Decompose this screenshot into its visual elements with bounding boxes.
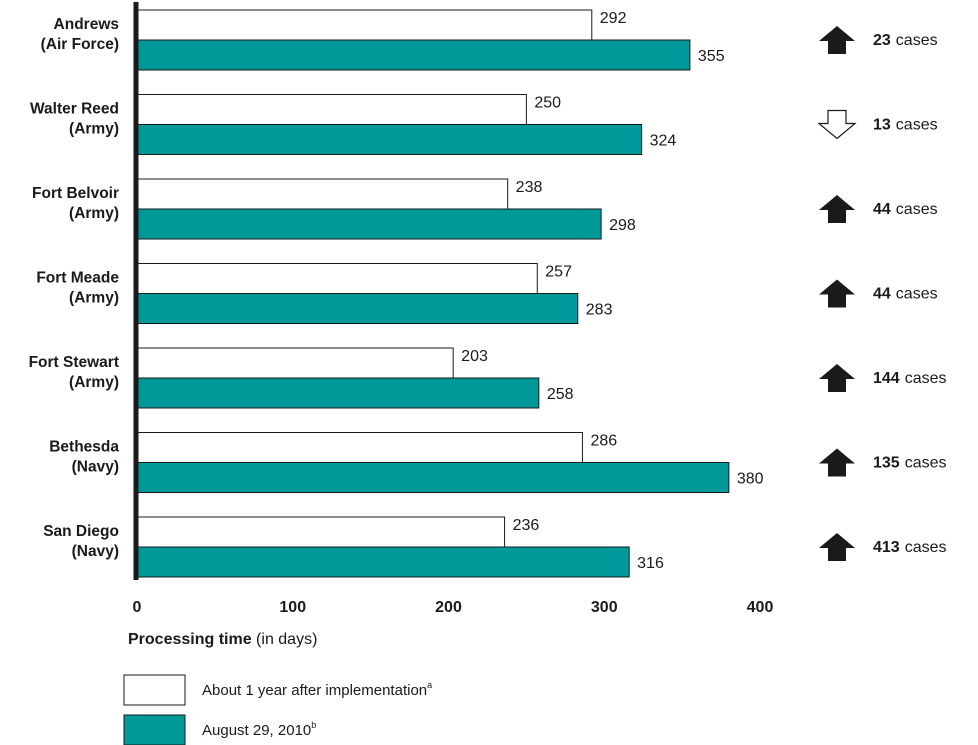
bar-value-label: 283: [586, 302, 613, 319]
category-label-line: Andrews: [54, 16, 119, 33]
category-label-line: Fort Stewart: [29, 354, 119, 371]
up-arrow-icon: [819, 279, 855, 308]
case-change-label: 135 cases: [873, 455, 947, 472]
bar-before: [136, 178, 509, 210]
bar-before: [136, 263, 538, 294]
bar-before: [136, 347, 454, 379]
case-change-label: 44 cases: [873, 201, 938, 218]
category-label-line: Bethesda: [49, 439, 119, 456]
case-change-unit: cases: [896, 201, 938, 218]
bar-value-label: 380: [737, 471, 764, 488]
bar-value-label: 257: [545, 264, 572, 281]
case-change-count: 413: [873, 539, 900, 556]
x-tick-label: 400: [747, 599, 774, 616]
down-arrow-icon: [817, 109, 857, 140]
category-label-line: (Army): [69, 205, 119, 222]
legend-footnote-marker: a: [427, 680, 432, 690]
category-label-line: (Air Force): [41, 36, 119, 53]
bar-value-label: 236: [513, 517, 540, 534]
x-tick-label: 0: [133, 599, 142, 616]
case-change-count: 44: [873, 201, 891, 218]
bar-after: [136, 39, 691, 71]
legend: About 1 year after implementationa August…: [123, 674, 432, 745]
category-label: Fort Belvoir (Army): [32, 185, 119, 222]
bar-value-label: 258: [547, 386, 574, 403]
bar-before: [136, 432, 583, 463]
x-axis-title: Processing time (in days): [128, 631, 317, 648]
case-change-count: 13: [873, 117, 891, 134]
bar-value-label: 316: [637, 555, 664, 572]
bars-group: 292 355 250 324 238 298 257 283 203 258 286 380 236 3…: [136, 9, 764, 578]
category-label-line: Fort Meade: [36, 270, 119, 287]
legend-label: August 29, 2010b: [202, 720, 316, 739]
bar-after: [136, 293, 579, 324]
bar-value-label: 355: [698, 48, 725, 65]
category-labels: Andrews (Air Force)Walter Reed (Army)Fort …: [29, 16, 120, 560]
up-arrow-icon: [819, 533, 855, 561]
bar-value-label: 250: [534, 95, 561, 112]
case-change-unit: cases: [905, 370, 947, 387]
up-arrow-icon: [819, 448, 855, 477]
bar-value-label: 298: [609, 217, 636, 234]
case-change-count: 44: [873, 286, 891, 303]
bar-value-label: 324: [650, 133, 677, 150]
x-axis-title-bold: Processing time: [128, 631, 252, 648]
legend-swatch-after: [123, 714, 186, 745]
category-label-line: Walter Reed: [30, 101, 119, 118]
bar-before: [136, 9, 593, 41]
case-change-label: 23 cases: [873, 32, 938, 49]
x-tick-label: 100: [279, 599, 306, 616]
category-label-line: (Army): [69, 290, 119, 307]
up-arrow-icon: [819, 195, 855, 223]
bar-value-label: 238: [516, 179, 543, 196]
category-label: Andrews (Air Force): [41, 16, 119, 53]
legend-swatch-before: [123, 674, 186, 706]
x-axis: 0 100 200 300 400 Processing time (in days): [128, 2, 773, 648]
category-label: San Diego (Navy): [43, 523, 119, 560]
case-change-label: 44 cases: [873, 286, 938, 303]
category-label: Walter Reed (Army): [30, 101, 119, 138]
x-tick-label: 300: [591, 599, 618, 616]
category-label: Bethesda (Navy): [49, 439, 119, 476]
case-change-unit: cases: [905, 455, 947, 472]
category-label: Fort Stewart (Army): [29, 354, 119, 391]
bar-after: [136, 124, 643, 155]
case-change-count: 144: [873, 370, 900, 387]
legend-label: About 1 year after implementationa: [202, 680, 432, 699]
bar-value-label: 203: [461, 348, 488, 365]
bar-value-label: 292: [600, 10, 627, 27]
legend-footnote-marker: b: [311, 720, 316, 730]
legend-series-name: About 1 year after implementation: [202, 682, 427, 699]
up-arrow-icon: [819, 364, 855, 392]
category-label-line: (Navy): [72, 459, 119, 476]
category-label-line: (Army): [69, 121, 119, 138]
category-label-line: San Diego: [43, 523, 119, 540]
case-change-unit: cases: [896, 32, 938, 49]
bar-value-label: 286: [590, 433, 617, 450]
category-label-line: (Navy): [72, 543, 119, 560]
case-change-label: 413 cases: [873, 539, 947, 556]
category-label-line: (Army): [69, 374, 119, 391]
case-change-label: 144 cases: [873, 370, 947, 387]
bar-after: [136, 208, 602, 240]
bar-after: [136, 377, 540, 409]
category-label-line: Fort Belvoir: [32, 185, 119, 202]
case-change-count: 135: [873, 455, 900, 472]
case-change-label: 13 cases: [873, 117, 938, 134]
legend-series-name: August 29, 2010: [202, 722, 311, 739]
case-change-unit: cases: [896, 117, 938, 134]
case-change-unit: cases: [905, 539, 947, 556]
case-change-unit: cases: [896, 286, 938, 303]
bar-after: [136, 462, 730, 493]
x-axis-title-rest: (in days): [252, 631, 318, 648]
case-change-count: 23: [873, 32, 891, 49]
bar-before: [136, 516, 506, 548]
bar-after: [136, 546, 630, 578]
x-tick-label: 200: [435, 599, 462, 616]
up-arrow-icon: [819, 26, 855, 54]
category-label: Fort Meade (Army): [36, 270, 119, 307]
case-change-indicators: 23 cases 13 cases 44 cases 44 cases 144 cases 135 c…: [817, 26, 947, 561]
bar-before: [136, 94, 527, 125]
